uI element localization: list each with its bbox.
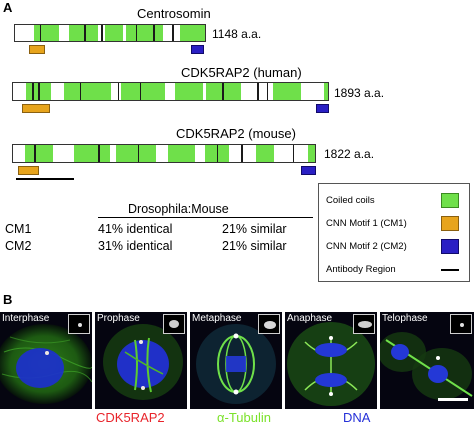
coiled-coil-segment [105,25,123,41]
phase-label-anaphase: Anaphase [287,313,333,324]
legend-label-antibody: Antibody Region [326,264,396,275]
domain-tick [292,145,295,162]
domain-tick [34,145,36,162]
domain-tick [39,25,42,41]
legend-swatch-cm2 [441,239,459,254]
coiled-coil-segment [180,25,205,41]
protein-title-cdk5rap2-human: CDK5RAP2 (human) [181,65,302,80]
domain-tick [266,83,269,100]
anaphase-cell-image [287,322,375,406]
motif-cm2-marker [300,166,316,175]
legend-label-coiled-coils: Coiled coils [326,195,375,206]
micrograph-anaphase: Anaphase [285,312,377,409]
stain-label-cdk5rap2: CDK5RAP2 [96,410,165,425]
centrosomin-domain-bar [14,24,206,42]
coiled-coil-segment [34,25,60,41]
protein-title-cdk5rap2-mouse: CDK5RAP2 (mouse) [176,126,296,141]
table-row-cm2-label: CM2 [5,239,32,253]
protein-title-centrosomin: Centrosomin [137,6,211,21]
panel-b-label: B [3,292,13,307]
coiled-coil-segment [68,25,98,41]
coiled-coil-segment [168,145,196,162]
centrosomin-length: 1148 a.a. [212,27,262,41]
coiled-coil-segment [174,83,204,100]
phase-label-interphase: Interphase [2,313,50,324]
scale-bar [438,398,468,401]
micrograph-prophase: Prophase [95,312,187,409]
coiled-coil-segment [307,145,315,162]
cdk5rap2-human-domain-bar [12,82,329,101]
motif-cm2-marker [190,45,205,54]
motif-cm1-marker [29,45,45,54]
stain-label-tubulin: α-Tubulin [217,410,271,425]
micrograph-telophase: Telophase [380,312,474,409]
cdk5rap2-human-length: 1893 a.a. [334,86,385,100]
inset-prophase [163,314,185,334]
domain-tick [98,145,100,162]
domain-tick [32,83,34,100]
coiled-coil-segment [25,145,53,162]
domain-tick [135,25,138,41]
phase-label-metaphase: Metaphase [192,313,242,324]
inset-anaphase [353,314,375,334]
coiled-coil-segment [73,145,111,162]
coiled-coil-segment [323,83,328,100]
coiled-coil-segment [206,83,242,100]
domain-tick [216,145,219,162]
motif-cm1-marker [18,166,40,175]
inset-metaphase [258,314,280,334]
domain-tick [139,83,142,100]
legend-box: Coiled coils CNN Motif 1 (CM1) CNN Motif… [318,183,470,282]
domain-tick [101,25,103,41]
domain-tick [241,145,243,162]
table-row-cm1-similar: 21% similar [222,222,287,236]
domain-tick [153,25,155,41]
phase-label-telophase: Telophase [382,313,428,324]
micrograph-metaphase: Metaphase [190,312,282,409]
legend-swatch-antibody [441,269,459,271]
motif-cm2-marker [316,104,329,113]
table-row-cm1-label: CM1 [5,222,32,236]
legend-swatch-coiled-coils [441,193,459,208]
legend-label-cm1: CNN Motif 1 (CM1) [326,218,407,229]
domain-tick [84,25,86,41]
micrograph-interphase: Interphase [0,312,92,409]
cdk5rap2-mouse-domain-bar [12,144,316,163]
domain-tick [172,25,174,41]
coiled-coil-segment [126,25,163,41]
prophase-cell-image [103,324,183,400]
coiled-coil-segment [256,145,275,162]
inset-interphase [68,314,90,334]
table-row-cm2-similar: 21% similar [222,239,287,253]
phase-label-prophase: Prophase [97,313,140,324]
antibody-region-line [16,178,74,180]
coiled-coil-segment [120,83,166,100]
motif-cm1-marker [21,104,51,113]
coiled-coil-segment [63,83,112,100]
coiled-coil-segment [116,145,156,162]
legend-swatch-cm1 [441,216,459,231]
coiled-coil-segment [272,83,302,100]
domain-tick [222,83,224,100]
interphase-cell-image [0,324,92,404]
panel-a-label: A [3,0,13,15]
comparison-header: Drosophila:Mouse [128,202,229,216]
table-row-cm1-identical: 41% identical [98,222,173,236]
legend-label-cm2: CNN Motif 2 (CM2) [326,241,407,252]
comparison-header-rule [98,217,313,218]
telophase-cell-image [380,332,473,400]
metaphase-cell-image [196,324,276,404]
domain-tick [257,83,259,100]
table-row-cm2-identical: 31% identical [98,239,173,253]
domain-tick [117,83,120,100]
stain-label-dna: DNA [343,410,371,425]
coiled-coil-segment [25,83,52,100]
domain-tick [38,83,40,100]
cdk5rap2-mouse-length: 1822 a.a. [324,147,375,161]
inset-telophase [450,314,472,334]
domain-tick [137,145,140,162]
domain-tick [79,83,82,100]
